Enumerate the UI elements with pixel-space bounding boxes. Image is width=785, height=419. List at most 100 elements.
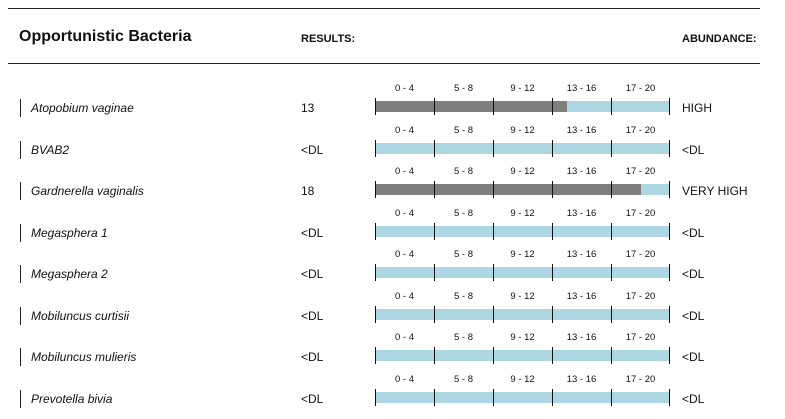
scale-tick (493, 305, 494, 323)
bacteria-row: 0 - 4 5 - 8 9 - 12 13 - 16 17 - 20 Mobiluncus… (0, 332, 785, 374)
scale-tick (493, 139, 494, 157)
scale-label: 5 - 8 (453, 166, 473, 177)
scale-tick (375, 305, 376, 323)
row-marker (20, 223, 21, 242)
abundance-bar (375, 264, 670, 281)
result-value: <DL (301, 350, 324, 364)
scale-tick (669, 388, 670, 406)
bacteria-row: 0 - 4 5 - 8 9 - 12 13 - 16 17 - 20 Mobiluncus… (0, 291, 785, 333)
scale-tick (552, 139, 553, 157)
scale-label: 0 - 4 (394, 332, 414, 343)
abundance-bar-fill (375, 184, 641, 195)
scale-label: 0 - 4 (394, 373, 414, 385)
scale-label: 9 - 12 (510, 166, 535, 177)
row-marker (20, 306, 21, 325)
bacteria-row: 0 - 4 5 - 8 9 - 12 13 - 16 17 - 20 Megasphera… (0, 208, 785, 250)
scale-tick (493, 388, 494, 406)
scale-label: 17 - 20 (625, 83, 656, 94)
scale-label: 13 - 16 (566, 373, 597, 385)
scale-tick (375, 181, 376, 198)
scale-label: 17 - 20 (625, 207, 656, 219)
scale-label: 17 - 20 (625, 249, 656, 260)
scale-tick (375, 347, 376, 364)
row-marker (20, 389, 21, 408)
row-marker (20, 348, 21, 366)
abundance-bar (375, 222, 670, 240)
scale-label: 13 - 16 (566, 83, 597, 94)
scale-label: 5 - 8 (453, 249, 473, 260)
scale-label: 17 - 20 (625, 124, 656, 136)
result-value: <DL (301, 267, 324, 281)
scale-label: 13 - 16 (566, 249, 597, 260)
result-value: <DL (301, 225, 324, 240)
scale-label: 5 - 8 (453, 332, 473, 343)
scale-tick (611, 98, 612, 115)
scale-label: 9 - 12 (510, 373, 535, 385)
scale-label: 5 - 8 (453, 290, 473, 302)
scale-tick (669, 98, 670, 115)
abundance-bar (375, 139, 670, 157)
scale-label: 0 - 4 (394, 207, 414, 219)
abundance-bar-fill (375, 101, 567, 112)
abundance-bar (375, 98, 670, 115)
scale-tick (375, 222, 376, 240)
scale-tick (375, 98, 376, 115)
scale-tick (434, 181, 435, 198)
header-rule (8, 63, 760, 64)
scale-tick (493, 181, 494, 198)
scale-tick (669, 347, 670, 364)
scale-label: 9 - 12 (510, 124, 535, 136)
scale-tick (669, 264, 670, 281)
scale-label: 13 - 16 (566, 332, 597, 343)
bacteria-row: 0 - 4 5 - 8 9 - 12 13 - 16 17 - 20 Prevotella… (0, 374, 785, 416)
bacteria-row: 0 - 4 5 - 8 9 - 12 13 - 16 17 - 20 Atopobium … (0, 83, 785, 125)
scale-tick (434, 139, 435, 157)
scale-tick (611, 222, 612, 240)
scale-label: 5 - 8 (453, 124, 473, 136)
bacteria-row: 0 - 4 5 - 8 9 - 12 13 - 16 17 - 20 Gardnerell… (0, 166, 785, 208)
scale-label: 17 - 20 (625, 166, 656, 177)
bacteria-row: 0 - 4 5 - 8 9 - 12 13 - 16 17 - 20 BVAB2 <DL <D… (0, 125, 785, 167)
scale-tick (552, 264, 553, 281)
organism-name: Atopobium vaginae (31, 101, 134, 115)
abundance-value: <DL (682, 267, 705, 281)
scale-label: 0 - 4 (394, 290, 414, 302)
scale-tick (669, 181, 670, 198)
scale-tick (552, 347, 553, 364)
scale-tick (552, 98, 553, 115)
scale-tick (434, 222, 435, 240)
row-marker (20, 140, 21, 159)
scale-label: 5 - 8 (453, 83, 473, 94)
scale-label: 0 - 4 (394, 83, 414, 94)
abundance-value: <DL (682, 142, 705, 157)
scale-tick (669, 139, 670, 157)
scale-label: 9 - 12 (510, 290, 535, 302)
scale-label: 17 - 20 (625, 373, 656, 385)
scale-tick (552, 181, 553, 198)
scale-tick (611, 347, 612, 364)
result-value: <DL (301, 391, 324, 406)
scale-label: 17 - 20 (625, 290, 656, 302)
abundance-value: <DL (682, 350, 705, 364)
abundance-bar (375, 305, 670, 323)
scale-tick (434, 98, 435, 115)
scale-tick (434, 305, 435, 323)
scale-tick (669, 305, 670, 323)
scale-tick (552, 222, 553, 240)
abundance-bar (375, 388, 670, 406)
scale-label: 9 - 12 (510, 249, 535, 260)
scale-label: 9 - 12 (510, 207, 535, 219)
organism-name: Prevotella bivia (31, 391, 113, 406)
scale-tick (375, 139, 376, 157)
scale-tick (434, 264, 435, 281)
scale-tick (493, 222, 494, 240)
scale-label: 17 - 20 (625, 332, 656, 343)
abundance-value: VERY HIGH (682, 184, 748, 198)
row-marker (20, 182, 21, 200)
abundance-value: <DL (682, 391, 705, 406)
organism-name: Megasphera 1 (31, 225, 108, 240)
scale-tick (493, 98, 494, 115)
scale-label: 9 - 12 (510, 83, 535, 94)
abundance-value: <DL (682, 308, 705, 323)
scale-tick (375, 388, 376, 406)
